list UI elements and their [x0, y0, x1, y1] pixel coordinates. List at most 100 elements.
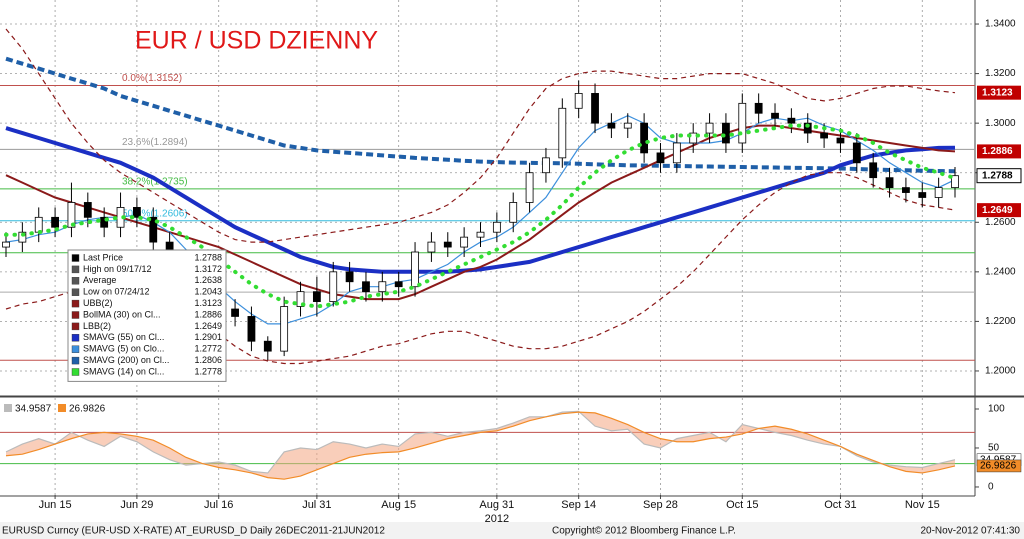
legend-swatch: [4, 404, 12, 412]
legend-value: 1.2649: [194, 321, 222, 331]
value-tag-label: 1.3123: [982, 87, 1013, 98]
y-tick-label: 1.2600: [985, 217, 1016, 228]
candle-body: [509, 202, 518, 223]
candle-body: [362, 281, 370, 293]
candle-body: [656, 152, 665, 164]
candle-body: [378, 281, 387, 293]
candle-body: [34, 216, 43, 233]
oscillator-line: [5, 411, 956, 480]
legend-swatch: [71, 265, 80, 274]
legend-swatch: [71, 254, 80, 262]
legend-swatch: [71, 356, 80, 365]
series-line: [5, 56, 956, 174]
legend-value: 34.9587: [15, 404, 52, 415]
candle-body: [51, 216, 59, 228]
value-tag-label: 1.2788: [982, 170, 1013, 181]
candle-body: [394, 281, 403, 288]
legend-swatch: [71, 334, 80, 342]
candle-body: [100, 216, 109, 228]
x-tick-label: Jul 16: [204, 499, 233, 511]
candle-body: [869, 162, 878, 179]
y-tick-label: 50: [988, 443, 1000, 454]
x-tick-label: Jun 15: [39, 499, 72, 511]
legend-value: 1.2778: [194, 366, 222, 376]
candle-body: [902, 187, 910, 193]
legend-swatch: [71, 368, 80, 376]
legend-value: 1.2901: [194, 332, 222, 342]
candle-body: [934, 187, 943, 198]
x-tick-label: Jul 31: [302, 499, 331, 511]
candle-body: [263, 340, 272, 352]
legend-label: High on 09/17/12: [83, 264, 152, 274]
x-tick-label: Aug 15: [381, 499, 416, 511]
legend-swatch: [71, 345, 80, 353]
series-line: [5, 124, 956, 301]
candle-body: [574, 93, 583, 109]
value-tag: [976, 168, 1022, 184]
x-tick-label: Oct 31: [824, 499, 856, 511]
value-tag: [977, 203, 1021, 218]
legend-swatch: [71, 311, 80, 319]
y-tick-label: 1.2200: [985, 316, 1016, 327]
candle-body: [83, 202, 92, 218]
legend-value: 26.9826: [69, 404, 106, 415]
value-tag: [976, 459, 1022, 473]
candle-body: [803, 122, 812, 134]
legend-label: Average: [83, 275, 116, 285]
legend-label: SMAVG (5) on Clo...: [83, 344, 164, 354]
legend-label: Last Price: [83, 252, 123, 262]
candle-body: [951, 175, 959, 188]
x-tick-label: Aug 31: [479, 499, 514, 511]
candle-body: [492, 221, 501, 233]
candle-body: [787, 117, 796, 124]
candle-body: [689, 132, 698, 144]
legend-swatch: [71, 277, 80, 285]
candle-body: [345, 271, 354, 283]
x-tick-label: Oct 15: [726, 499, 758, 511]
candle-body: [591, 93, 599, 124]
candle-body: [558, 107, 567, 159]
candle-body: [885, 177, 894, 188]
legend-label: BollMA (30) on Cl...: [83, 309, 161, 319]
legend-value: 1.2788: [194, 252, 222, 262]
series-line: [4, 123, 957, 309]
legend-label: UBB(2): [83, 298, 113, 308]
candle-body: [722, 122, 730, 144]
candle-body: [918, 192, 927, 198]
legend-label: Low on 07/24/12: [83, 287, 150, 297]
candle-body: [542, 157, 550, 174]
candle-body: [443, 241, 452, 248]
oscillator-line: [5, 410, 956, 474]
x-year-label: 2012: [485, 513, 509, 525]
legend-value: 1.3172: [194, 264, 222, 274]
legend-swatch: [58, 404, 66, 412]
status-bar: [0, 522, 1024, 539]
candle-body: [67, 202, 76, 228]
legend-value: 1.3123: [194, 298, 222, 308]
candle-body: [296, 291, 305, 307]
y-tick-label: 1.2000: [985, 366, 1016, 377]
legend-label: SMAVG (55) on Cl...: [83, 332, 164, 342]
y-tick-label: 1.3400: [985, 19, 1016, 30]
candle-body: [427, 241, 436, 253]
candle-body: [525, 172, 534, 203]
x-tick-label: Jun 29: [120, 499, 153, 511]
candle-body: [231, 308, 239, 317]
candle-body: [607, 122, 616, 129]
value-tag-label: 1.2886: [982, 146, 1013, 157]
candle-body: [132, 207, 141, 218]
candle-body: [738, 102, 747, 144]
legend-swatch: [71, 299, 80, 308]
footer-left: EURUSD Curncy (EUR-USD X-RATE) AT_EURUSD…: [2, 526, 385, 537]
footer-right: 20-Nov-2012 07:41:30: [920, 526, 1020, 537]
y-tick-label: 100: [988, 404, 1005, 415]
candle-body: [312, 291, 321, 302]
series-line: [5, 126, 956, 274]
chart-title: EUR / USD DZIENNY: [135, 27, 378, 55]
fib-label: 23.6%(1.2894): [122, 137, 188, 148]
legend-value: 1.2043: [194, 287, 222, 297]
fib-label: 0.0%(1.3152): [122, 73, 182, 84]
candle-body: [852, 142, 861, 164]
legend-value: 1.2806: [194, 355, 222, 365]
fib-label: 50.0%(1.2606): [122, 208, 188, 219]
